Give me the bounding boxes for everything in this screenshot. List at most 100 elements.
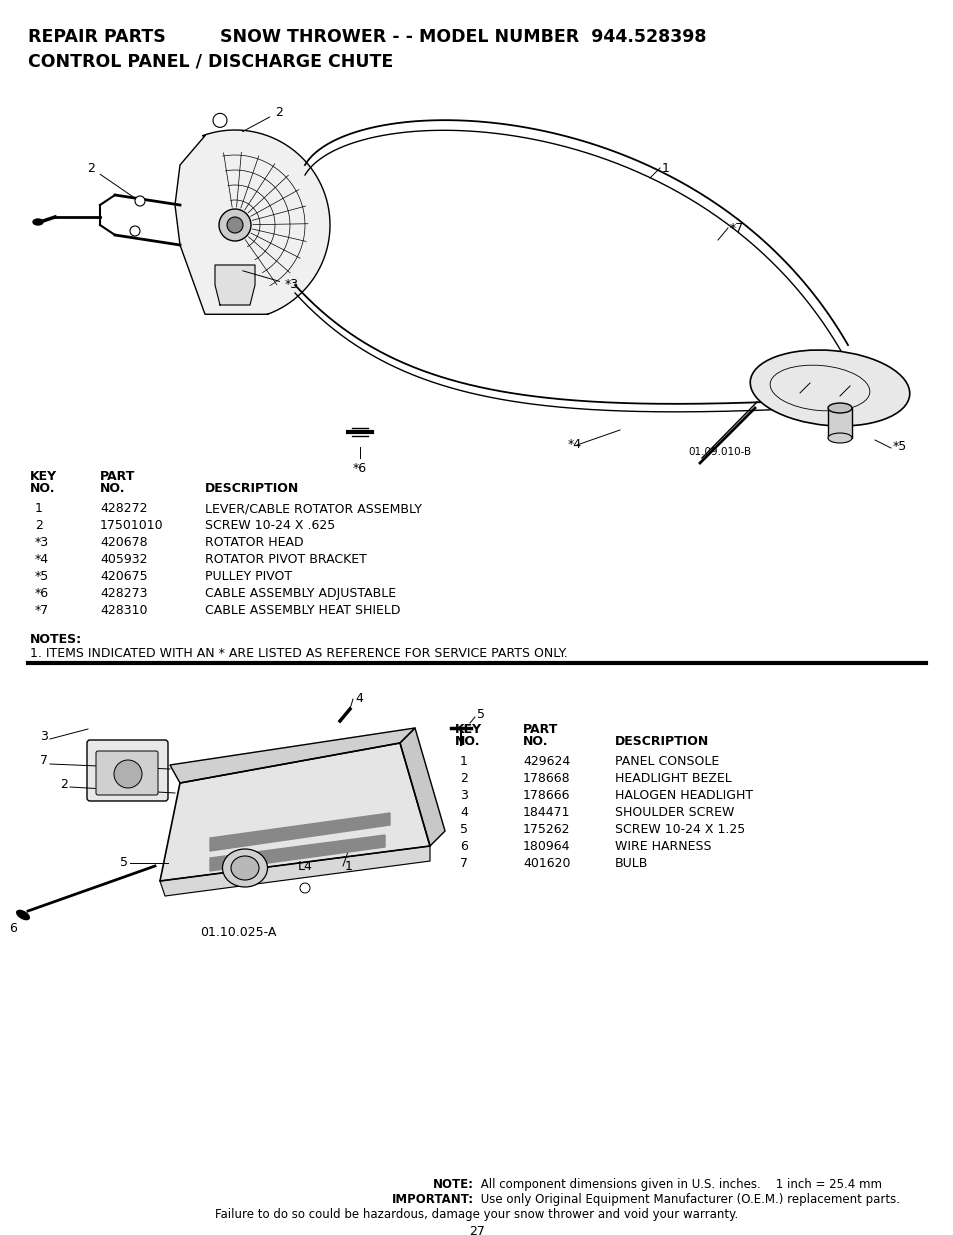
Polygon shape (210, 813, 390, 851)
Text: CONTROL PANEL / DISCHARGE CHUTE: CONTROL PANEL / DISCHARGE CHUTE (28, 52, 393, 70)
Text: PART: PART (522, 722, 558, 736)
Text: L4: L4 (297, 860, 313, 872)
Polygon shape (827, 408, 851, 438)
Ellipse shape (827, 433, 851, 443)
Polygon shape (160, 846, 430, 897)
Text: *3: *3 (35, 536, 49, 550)
Text: *4: *4 (35, 553, 49, 566)
Circle shape (219, 209, 251, 241)
Text: KEY: KEY (455, 722, 481, 736)
Text: *7: *7 (35, 604, 50, 618)
Text: PULLEY PIVOT: PULLEY PIVOT (205, 571, 292, 583)
Text: REPAIR PARTS: REPAIR PARTS (28, 28, 166, 46)
Text: CABLE ASSEMBLY HEAT SHIELD: CABLE ASSEMBLY HEAT SHIELD (205, 604, 400, 618)
Text: 401620: 401620 (522, 857, 570, 869)
Text: 4: 4 (459, 806, 467, 819)
Text: PANEL CONSOLE: PANEL CONSOLE (615, 755, 719, 768)
Text: 5: 5 (459, 823, 468, 836)
FancyBboxPatch shape (96, 751, 158, 795)
Text: NO.: NO. (30, 482, 55, 495)
Ellipse shape (827, 403, 851, 412)
Text: KEY: KEY (30, 471, 57, 483)
Text: 2: 2 (60, 778, 68, 790)
Text: *3: *3 (242, 270, 299, 291)
Text: All component dimensions given in U.S. inches.    1 inch = 25.4 mm: All component dimensions given in U.S. i… (476, 1178, 882, 1191)
FancyBboxPatch shape (87, 740, 168, 802)
Text: 17501010: 17501010 (100, 519, 164, 532)
Text: IMPORTANT:: IMPORTANT: (392, 1193, 474, 1207)
Text: DESCRIPTION: DESCRIPTION (205, 482, 299, 495)
Text: 4: 4 (355, 693, 362, 705)
Text: *6: *6 (35, 587, 49, 600)
Text: CABLE ASSEMBLY ADJUSTABLE: CABLE ASSEMBLY ADJUSTABLE (205, 587, 395, 600)
Circle shape (113, 760, 142, 788)
Text: *5: *5 (892, 440, 906, 452)
Text: 2: 2 (459, 772, 467, 785)
Text: LEVER/CABLE ROTATOR ASSEMBLY: LEVER/CABLE ROTATOR ASSEMBLY (205, 501, 421, 515)
Text: SHOULDER SCREW: SHOULDER SCREW (615, 806, 734, 819)
Text: 184471: 184471 (522, 806, 570, 819)
Text: SCREW 10-24 X .625: SCREW 10-24 X .625 (205, 519, 335, 532)
Text: 429624: 429624 (522, 755, 570, 768)
Ellipse shape (33, 219, 43, 225)
Text: SCREW 10-24 X 1.25: SCREW 10-24 X 1.25 (615, 823, 744, 836)
Polygon shape (170, 727, 415, 783)
Text: *6: *6 (353, 462, 367, 475)
Text: 2: 2 (35, 519, 43, 532)
Text: 175262: 175262 (522, 823, 570, 836)
Text: 1: 1 (35, 501, 43, 515)
Text: 2: 2 (242, 105, 283, 132)
Text: 420675: 420675 (100, 571, 148, 583)
Polygon shape (174, 130, 330, 314)
Text: 178666: 178666 (522, 789, 570, 802)
Text: 2: 2 (87, 162, 139, 201)
Text: 1: 1 (345, 860, 353, 872)
Text: 6: 6 (9, 923, 17, 935)
Circle shape (227, 217, 243, 233)
Text: 178668: 178668 (522, 772, 570, 785)
Text: 01.10.025-A: 01.10.025-A (200, 926, 276, 940)
Text: DESCRIPTION: DESCRIPTION (615, 735, 708, 748)
Polygon shape (399, 727, 444, 846)
Text: 1: 1 (661, 162, 669, 174)
Text: 1. ITEMS INDICATED WITH AN * ARE LISTED AS REFERENCE FOR SERVICE PARTS ONLY.: 1. ITEMS INDICATED WITH AN * ARE LISTED … (30, 647, 567, 659)
Circle shape (130, 226, 140, 236)
Text: PART: PART (100, 471, 135, 483)
Text: 3: 3 (459, 789, 467, 802)
Text: NOTES:: NOTES: (30, 634, 82, 646)
Text: 5: 5 (120, 857, 128, 869)
Polygon shape (160, 743, 430, 881)
Text: 27: 27 (469, 1225, 484, 1235)
Text: 428310: 428310 (100, 604, 148, 618)
Text: 7: 7 (40, 755, 48, 767)
Ellipse shape (16, 910, 30, 920)
Ellipse shape (222, 848, 267, 887)
Circle shape (213, 114, 227, 127)
Text: 3: 3 (40, 730, 48, 742)
Ellipse shape (749, 350, 909, 426)
Text: ROTATOR PIVOT BRACKET: ROTATOR PIVOT BRACKET (205, 553, 367, 566)
Text: ROTATOR HEAD: ROTATOR HEAD (205, 536, 303, 550)
Text: *7: *7 (729, 221, 743, 235)
Ellipse shape (231, 856, 258, 881)
Text: 6: 6 (459, 840, 467, 853)
Text: Use only Original Equipment Manufacturer (O.E.M.) replacement parts.: Use only Original Equipment Manufacturer… (476, 1193, 899, 1207)
Text: 428273: 428273 (100, 587, 148, 600)
Text: HALOGEN HEADLIGHT: HALOGEN HEADLIGHT (615, 789, 752, 802)
Polygon shape (210, 835, 385, 871)
Circle shape (299, 883, 310, 893)
Text: Failure to do so could be hazardous, damage your snow thrower and void your warr: Failure to do so could be hazardous, dam… (215, 1208, 738, 1221)
Text: WIRE HARNESS: WIRE HARNESS (615, 840, 711, 853)
Text: 405932: 405932 (100, 553, 148, 566)
Text: *4: *4 (567, 438, 581, 452)
Text: NOTE:: NOTE: (433, 1178, 474, 1191)
Text: SNOW THROWER - - MODEL NUMBER  944.528398: SNOW THROWER - - MODEL NUMBER 944.528398 (220, 28, 706, 46)
Text: 1: 1 (459, 755, 467, 768)
Text: *5: *5 (35, 571, 50, 583)
Text: 7: 7 (459, 857, 468, 869)
Text: NO.: NO. (100, 482, 126, 495)
Text: 01.09.010-B: 01.09.010-B (687, 447, 750, 457)
Text: HEADLIGHT BEZEL: HEADLIGHT BEZEL (615, 772, 731, 785)
Text: 180964: 180964 (522, 840, 570, 853)
Text: 5: 5 (476, 708, 484, 720)
